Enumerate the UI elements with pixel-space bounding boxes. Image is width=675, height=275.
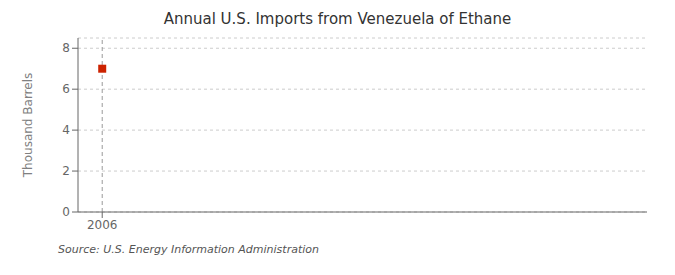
svg-text:8: 8: [62, 41, 70, 55]
svg-text:2006: 2006: [87, 218, 118, 232]
html-text:Annual U.S. Imports from Venez: Annual U.S. Imports from Venezuela of Et…: [163, 10, 512, 28]
svg-text:0: 0: [62, 205, 70, 219]
html-text:Source: U.S. Energy Informatio: Source: U.S. Energy Information Administ…: [58, 243, 319, 256]
svg-text:6: 6: [62, 82, 70, 96]
svg-text:2: 2: [62, 164, 70, 178]
svg-text:4: 4: [62, 123, 70, 137]
svg-text:Thousand Barrels: Thousand Barrels: [21, 73, 35, 178]
